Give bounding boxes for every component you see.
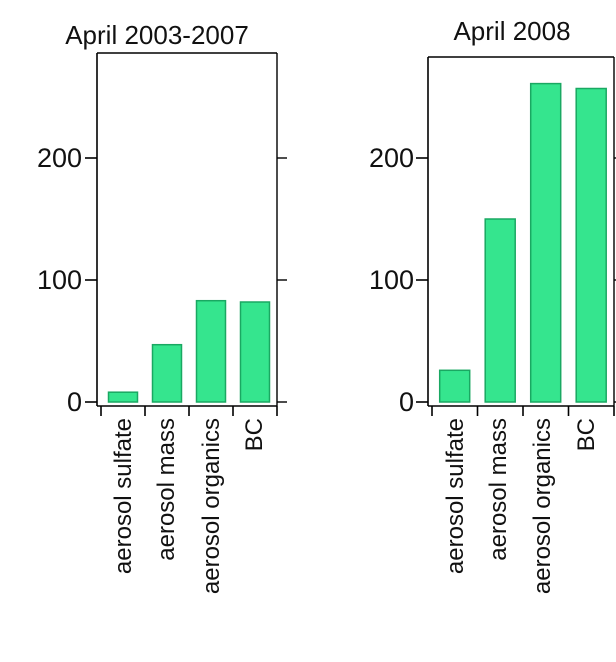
category-label: BC: [241, 418, 268, 451]
category-label: aerosol organics: [198, 418, 225, 594]
y-tick-label: 0: [399, 387, 414, 417]
chart-plot-area-1: [416, 56, 616, 416]
category-label: aerosol sulfate: [110, 418, 137, 574]
category-label: aerosol organics: [529, 418, 556, 594]
bar: [529, 82, 562, 403]
y-tick-label: 100: [369, 265, 414, 295]
bar: [107, 391, 139, 403]
chart-title: April 2008: [453, 16, 570, 46]
y-tick-label: 0: [67, 387, 82, 417]
y-tick-label: 200: [369, 143, 414, 173]
y-tick-label: 200: [37, 143, 82, 173]
bar: [195, 299, 227, 403]
category-label: BC: [573, 418, 600, 451]
category-label: aerosol mass: [153, 418, 180, 561]
bar: [575, 87, 607, 403]
bar: [151, 343, 183, 403]
category-label: aerosol mass: [485, 418, 512, 561]
bar: [239, 301, 271, 403]
chart-plot-area-0: [85, 52, 287, 416]
bar: [484, 218, 516, 403]
chart-title: April 2003-2007: [65, 20, 249, 50]
y-tick-label: 100: [37, 265, 82, 295]
bar: [438, 369, 471, 403]
category-label: aerosol sulfate: [442, 418, 469, 574]
chart-panel-2008: April 2008 0 100 200 aerosol sulfate aer…: [369, 16, 600, 594]
chart-panel-2003-2007: April 2003-2007 0 100 200 aerosol sulfat…: [37, 20, 268, 594]
